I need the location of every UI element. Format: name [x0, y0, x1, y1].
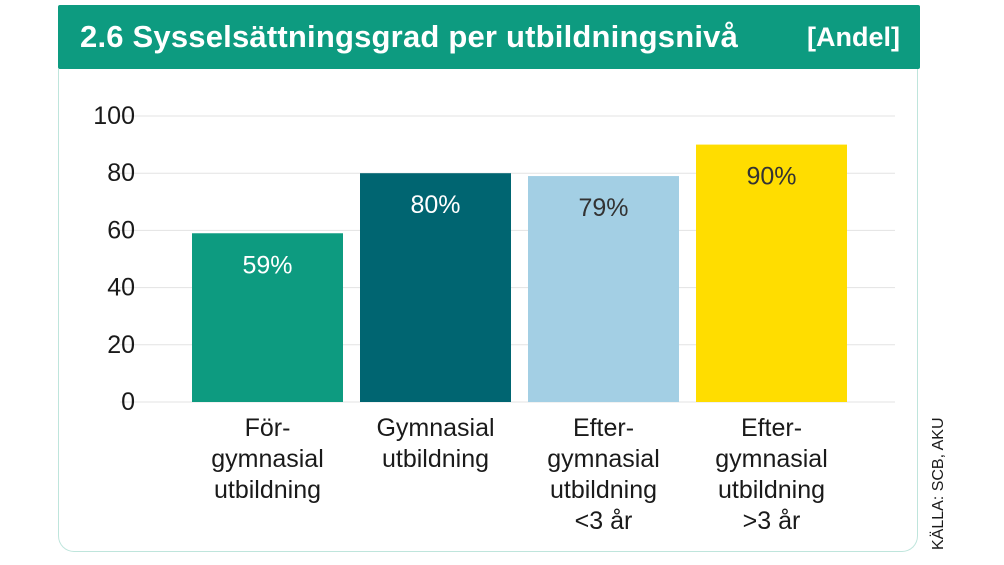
bar: [528, 176, 679, 402]
bar: [696, 144, 847, 402]
x-tick-label: Efter-: [741, 414, 802, 442]
x-tick-label: >3 år: [743, 507, 801, 535]
chart-frame: [58, 69, 918, 552]
data-label: 90%: [746, 163, 796, 191]
x-tick-label: utbildning: [550, 476, 657, 504]
x-tick-label: utbildning: [382, 445, 489, 473]
data-label: 59%: [242, 251, 292, 279]
y-tick-label: 60: [107, 216, 135, 244]
y-tick-label: 0: [121, 388, 135, 416]
chart-header: 2.6 Sysselsättningsgrad per utbildningsn…: [58, 5, 920, 69]
chart-title: 2.6 Sysselsättningsgrad per utbildningsn…: [80, 19, 739, 54]
y-tick-label: 40: [107, 274, 135, 302]
x-tick-label: gymnasial: [547, 445, 660, 473]
bar: [192, 233, 343, 402]
x-tick-label: gymnasial: [715, 445, 828, 473]
unit-label: [Andel]: [807, 22, 900, 52]
x-tick-label: För-: [245, 414, 291, 442]
x-tick-label: utbildning: [214, 476, 321, 504]
x-tick-label: <3 år: [575, 507, 633, 535]
bar: [360, 173, 511, 402]
y-tick-label: 20: [107, 331, 135, 359]
x-tick-label: utbildning: [718, 476, 825, 504]
x-tick-label: Gymnasial: [376, 414, 494, 442]
x-tick-label: Efter-: [573, 414, 634, 442]
x-tick-label: gymnasial: [211, 445, 324, 473]
y-tick-label: 100: [93, 102, 135, 130]
data-label: 79%: [578, 194, 628, 222]
y-tick-label: 80: [107, 159, 135, 187]
data-label: 80%: [410, 191, 460, 219]
source-note: KÄLLA: SCB, AKU: [930, 417, 947, 550]
